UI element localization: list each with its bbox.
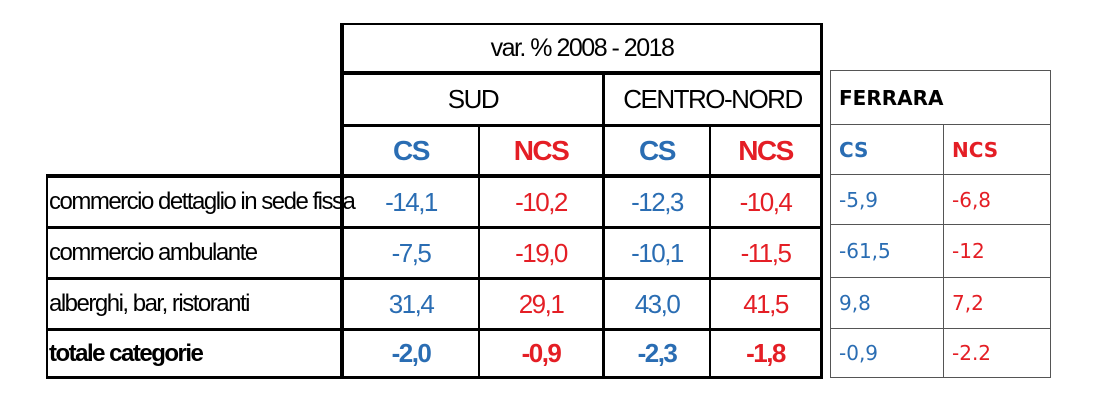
value-sud-cs: 31,4	[388, 288, 435, 319]
value-sud-ncs: -19,0	[515, 237, 568, 268]
table-title: var. % 2008 - 2018	[490, 33, 675, 62]
ferrara-title: FERRARA	[839, 85, 944, 110]
total-cn-cs: -2,3	[637, 338, 678, 368]
total-sud-ncs: -0,9	[521, 338, 562, 368]
ferrara-subheader-ncs: NCS	[952, 137, 999, 162]
ferrara-value-ncs: -6,8	[952, 187, 992, 212]
row-label-total: totale categorie	[49, 339, 204, 367]
ferrara-total-ncs: -2.2	[952, 341, 992, 365]
subheader-sud-ncs: NCS	[513, 134, 570, 166]
subheader-sud-cs: CS	[393, 134, 430, 166]
value-sud-cs: -7,5	[391, 237, 432, 268]
value-cn-ncs: -10,4	[739, 186, 793, 217]
row-label: commercio dettaglio in sede fissa	[49, 188, 356, 215]
value-cn-ncs: 41,5	[743, 288, 789, 319]
ferrara-subheader-cs: CS	[839, 137, 869, 162]
total-sud-cs: -2,0	[391, 338, 432, 368]
row-label: commercio ambulante	[49, 239, 258, 266]
subheader-cn-cs: CS	[639, 134, 676, 166]
ferrara-value-cs: 9,8	[839, 291, 871, 315]
ferrara-value-ncs: -12	[952, 239, 985, 263]
row-label: alberghi, bar, ristoranti	[49, 290, 250, 317]
value-sud-ncs: -10,2	[515, 186, 568, 217]
ferrara-value-cs: -61,5	[839, 239, 891, 263]
group-header-sud: SUD	[447, 84, 500, 114]
ferrara-total-cs: -0,9	[839, 341, 879, 365]
total-cn-ncs: -1,8	[746, 338, 786, 368]
ferrara-value-ncs: 7,2	[952, 291, 984, 315]
subheader-cn-ncs: NCS	[738, 134, 794, 166]
value-cn-cs: -10,1	[631, 237, 684, 268]
value-cn-ncs: -11,5	[740, 237, 792, 268]
value-cn-cs: -12,3	[631, 186, 684, 217]
value-sud-cs: -14,1	[385, 186, 438, 217]
ferrara-value-cs: -5,9	[839, 187, 879, 212]
value-cn-cs: 43,0	[634, 288, 681, 319]
group-header-centro-nord: CENTRO-NORD	[623, 84, 803, 114]
value-sud-ncs: 29,1	[518, 288, 565, 319]
